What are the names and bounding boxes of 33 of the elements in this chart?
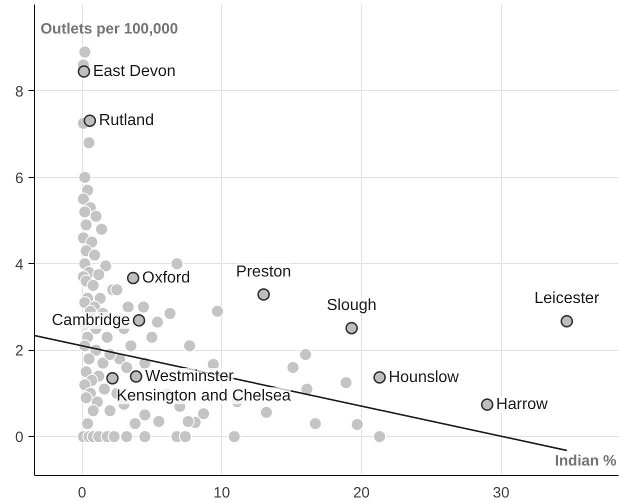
point bbox=[373, 371, 386, 384]
annotation: Slough bbox=[326, 297, 377, 314]
y-tick-label: 8 bbox=[15, 83, 24, 100]
point bbox=[84, 114, 96, 127]
x-axis-title: Indian % bbox=[554, 452, 616, 470]
annotation: East Devon bbox=[92, 62, 176, 80]
y-axis-title: Outlets per 100,000 bbox=[40, 20, 178, 38]
y-tick-label: 4 bbox=[15, 256, 24, 274]
x-tick-label: 10 bbox=[213, 484, 230, 502]
point bbox=[126, 272, 140, 284]
point bbox=[78, 65, 90, 78]
annotation: Preston bbox=[236, 263, 292, 280]
annotation: Kensington and Chelsea bbox=[116, 387, 291, 404]
y-tick-label: 0 bbox=[15, 429, 24, 446]
y-tick-label: 6 bbox=[15, 170, 24, 187]
x-tick-label: 0 bbox=[78, 484, 86, 502]
annotation: Harrow bbox=[496, 396, 548, 414]
point bbox=[132, 314, 146, 327]
point bbox=[480, 398, 494, 411]
point bbox=[345, 322, 358, 334]
x-tick-label: 20 bbox=[353, 484, 370, 502]
annotation: Cambridge bbox=[52, 312, 130, 329]
annotation: Rutland bbox=[98, 112, 154, 130]
point bbox=[130, 370, 142, 383]
annotation: Leicester bbox=[534, 290, 600, 308]
annotation: Oxford bbox=[142, 270, 190, 287]
y-tick-label: 2 bbox=[15, 342, 24, 360]
x-tick-label: 30 bbox=[492, 484, 510, 502]
point bbox=[560, 315, 574, 328]
annotation: Hounslow bbox=[388, 368, 460, 386]
annotation: Westminster bbox=[145, 368, 234, 386]
point bbox=[106, 372, 119, 385]
point bbox=[257, 288, 270, 301]
